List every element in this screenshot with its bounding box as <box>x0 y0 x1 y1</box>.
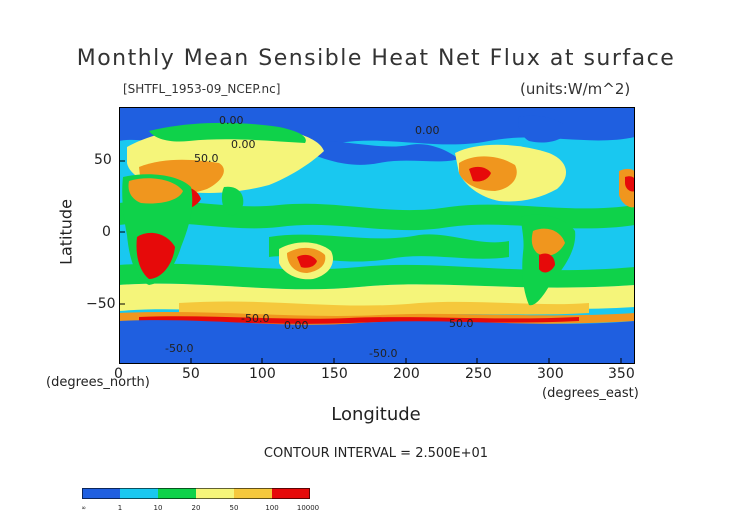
legend-label: 50 <box>230 504 239 512</box>
south-america-red <box>539 253 555 273</box>
legend-swatch <box>196 488 234 499</box>
north-america-red <box>469 166 491 182</box>
legend-label: 100 <box>265 504 278 512</box>
contour-label: 0.00 <box>284 319 309 332</box>
legend-swatch <box>234 488 272 499</box>
x-axis-unit: (degrees_east) <box>542 386 639 401</box>
contour-label: 0.00 <box>219 114 244 127</box>
x-tick-label: 100 <box>249 366 276 382</box>
legend-label: 1 <box>118 504 122 512</box>
x-tick-label: 150 <box>321 366 348 382</box>
legend-swatch <box>272 488 310 499</box>
australia-red <box>297 254 317 268</box>
europe-wrap-red <box>625 176 635 192</box>
contour-label: -50.0 <box>241 312 269 325</box>
legend-label: 10000 <box>297 504 319 512</box>
contour-interval: CONTOUR INTERVAL = 2.500E+01 <box>263 446 489 461</box>
color-legend: -∞ 1 10 20 50 100 10000 <box>82 488 319 512</box>
y-tick-label: 50 <box>94 152 112 168</box>
legend-label: 20 <box>192 504 201 512</box>
y-tick-label: −50 <box>86 296 116 312</box>
x-tick-label: 200 <box>393 366 420 382</box>
southern-green-band <box>119 263 635 290</box>
eurasia-green <box>149 122 306 143</box>
south-america-orange <box>531 228 565 256</box>
map-title: Monthly Mean Sensible Heat Net Flux at s… <box>76 46 676 71</box>
india-green <box>221 186 244 216</box>
legend-swatch <box>158 488 196 499</box>
x-tick-label: 50 <box>182 366 200 382</box>
southern-gold-band <box>179 301 589 319</box>
x-tick-label: 250 <box>465 366 492 382</box>
x-tick-label: 350 <box>608 366 635 382</box>
africa-south-red <box>136 232 175 279</box>
contour-label: -50.0 <box>369 347 397 360</box>
contour-label: 0.00 <box>231 138 256 151</box>
contour-label: 50.0 <box>449 317 474 330</box>
legend-swatch <box>120 488 158 499</box>
x-axis-label: Longitude <box>331 404 421 425</box>
y-tick-label: 0 <box>102 224 111 240</box>
contour-label: -50.0 <box>165 342 193 355</box>
contour-label: 0.00 <box>415 124 440 137</box>
southern-red-strip <box>139 316 579 324</box>
africa-orange <box>128 178 183 204</box>
greenland-cold <box>518 115 569 143</box>
legend-swatch <box>82 488 120 499</box>
map-frame <box>119 107 635 364</box>
y-axis-unit: (degrees_north) <box>46 375 150 390</box>
y-axis-label: Latitude <box>56 199 76 265</box>
units-label: (units:W/m^2) <box>520 80 631 98</box>
x-tick-label: 300 <box>537 366 564 382</box>
file-label: [SHTFL_1953-09_NCEP.nc] <box>123 82 281 96</box>
tropical-green-band <box>119 200 635 231</box>
legend-label: 10 <box>154 504 163 512</box>
x-tick-label: 0 <box>114 366 123 382</box>
contour-label: 50.0 <box>194 152 219 165</box>
antarctic-cold-band <box>119 320 635 364</box>
legend-label: -∞ <box>82 504 86 512</box>
north-pacific-cold <box>309 141 459 165</box>
flux-map: 0.00 0.00 50.0 0.00 -50.0 0.00 50.0 -50.… <box>119 107 635 364</box>
